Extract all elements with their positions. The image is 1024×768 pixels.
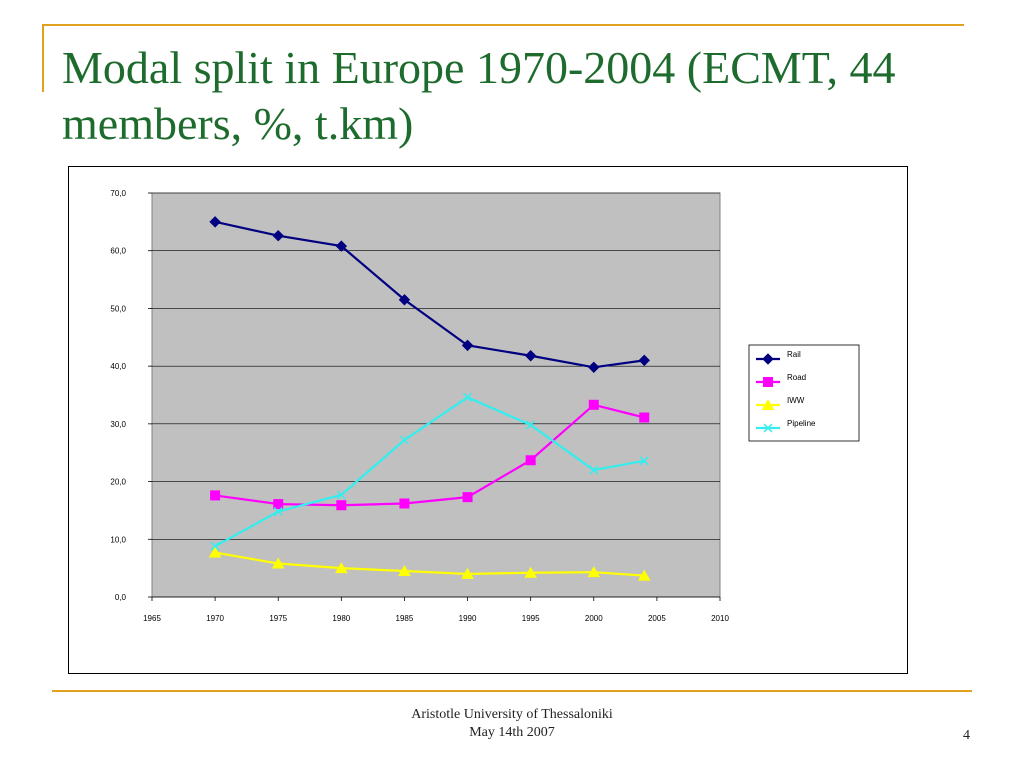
data-point-rail	[209, 216, 221, 228]
y-tick-label: 30,0	[110, 420, 126, 429]
data-point-rail	[335, 240, 348, 252]
series-line-rail	[214, 220, 645, 369]
x-tick-label: 2000	[585, 614, 603, 623]
legend-marker-road	[763, 377, 773, 387]
page-number: 4	[963, 728, 970, 743]
data-point-iww	[461, 567, 474, 579]
data-point-rail	[461, 339, 474, 352]
x-tick-label: 2005	[648, 614, 666, 623]
x-tick-label: 1965	[143, 614, 161, 623]
data-point-iww	[524, 566, 538, 578]
data-point-pipeline	[273, 507, 283, 517]
footer-university: Aristotle University of Thessaloniki	[411, 707, 613, 722]
data-point-iww	[334, 562, 348, 574]
y-tick-label: 0,0	[115, 593, 127, 602]
x-tick-label: 2010	[711, 614, 729, 623]
data-point-iww	[398, 565, 411, 577]
footer-date: May 14th 2007	[469, 725, 555, 740]
x-tick-label: 1970	[206, 614, 224, 623]
x-tick-label: 1980	[332, 614, 350, 623]
plot-area	[151, 192, 721, 598]
top-accent-line	[42, 24, 964, 26]
data-point-pipeline	[526, 420, 536, 430]
legend-marker-rail	[762, 353, 774, 365]
data-point-iww	[271, 557, 285, 569]
legend-marker-pipeline	[763, 423, 773, 433]
data-point-rail	[272, 230, 284, 242]
legend-marker-iww	[761, 399, 775, 410]
y-tick-label: 60,0	[110, 247, 126, 256]
data-point-iww	[587, 566, 601, 578]
data-point-rail	[588, 361, 600, 374]
x-tick-label: 1975	[269, 614, 287, 623]
y-tick-label: 20,0	[110, 478, 126, 487]
chart-frame: 0,0 10,0 20,0 30,0 40,0 50,0 60,0 70,0 1965 1970 1…	[68, 166, 908, 674]
legend-label-pipeline: Pipeline	[787, 419, 816, 428]
data-point-pipeline	[210, 541, 220, 551]
left-accent-line	[42, 24, 44, 92]
data-point-iww	[637, 569, 651, 581]
x-tick-label: 1990	[459, 614, 477, 623]
legend-label-road: Road	[787, 373, 806, 382]
legend-label-rail: Rail	[787, 350, 801, 359]
y-tick-label: 50,0	[110, 304, 126, 313]
data-point-rail	[638, 354, 650, 367]
y-tick-label: 10,0	[110, 535, 126, 544]
series-line-iww	[214, 551, 645, 577]
series-line-road	[214, 403, 645, 507]
data-point-rail	[398, 294, 411, 306]
data-point-road	[588, 399, 599, 410]
data-point-road	[399, 498, 410, 509]
data-point-road	[639, 412, 650, 423]
modal-split-chart: 0,0 10,0 20,0 30,0 40,0 50,0 60,0 70,0 1965 1970 1…	[110, 189, 860, 623]
legend-label-iww: IWW	[787, 396, 805, 405]
data-point-pipeline	[399, 435, 409, 445]
footer: Aristotle University of Thessaloniki May…	[312, 706, 712, 742]
data-point-road	[210, 490, 221, 501]
y-tick-label: 40,0	[110, 362, 126, 371]
x-tick-label: 1995	[522, 614, 540, 623]
slide-title: Modal split in Europe 1970-2004 (ECMT, 4…	[62, 42, 896, 149]
series-line-pipeline	[214, 396, 645, 548]
data-point-pipeline	[639, 456, 649, 466]
data-point-road	[336, 500, 347, 511]
x-tick-label: 1985	[396, 614, 414, 623]
data-point-road	[525, 455, 536, 466]
data-point-pipeline	[336, 490, 346, 500]
data-point-pipeline	[463, 392, 473, 402]
data-point-road	[462, 492, 473, 503]
data-point-road	[273, 499, 284, 510]
y-tick-label: 70,0	[110, 189, 126, 198]
data-point-pipeline	[589, 465, 599, 475]
data-point-iww	[208, 546, 222, 558]
footer-accent-line	[52, 690, 972, 692]
data-point-rail	[524, 350, 537, 362]
